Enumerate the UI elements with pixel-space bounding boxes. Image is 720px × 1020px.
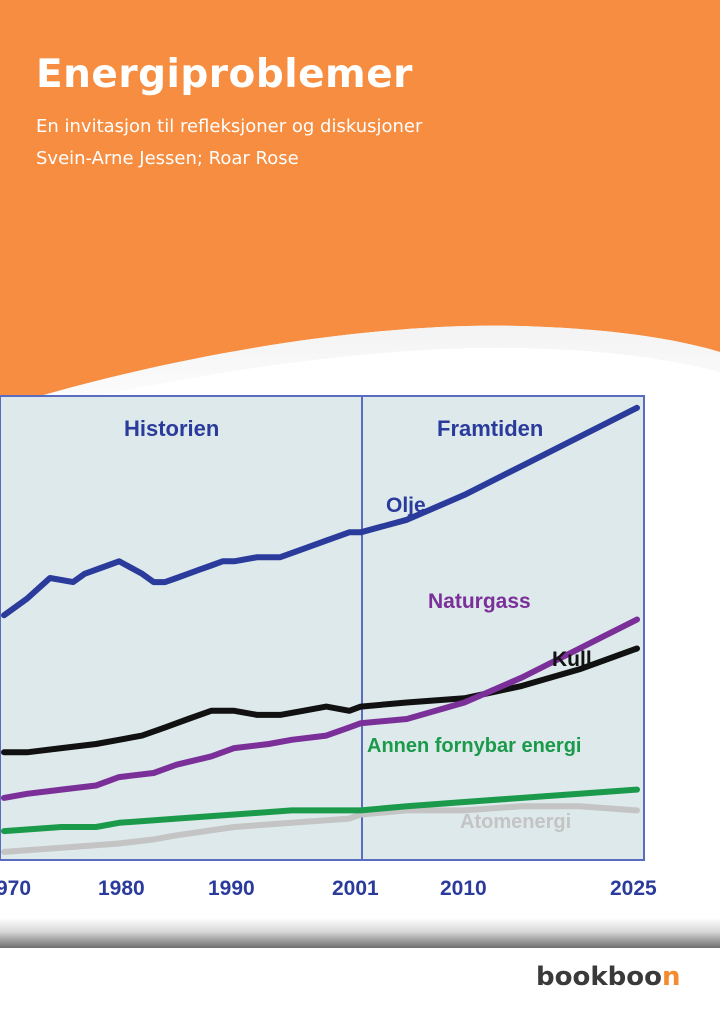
x-tick-label: 1980 (98, 877, 145, 900)
publisher-logo-main: bookboo (536, 962, 662, 992)
series-line-annen-fornybar-energi (1, 786, 640, 835)
book-authors: Svein-Arne Jessen; Roar Rose (36, 148, 299, 169)
series-label-naturgass: Naturgass (428, 590, 531, 613)
x-tick-label: 970 (0, 877, 31, 900)
book-subtitle: En invitasjon til refleksjoner og diskus… (36, 116, 423, 137)
series-line-olje (1, 404, 640, 619)
chart-background (0, 396, 644, 860)
section-historien: Historien (124, 416, 219, 441)
series-label-atom: Atomenergi (460, 811, 571, 833)
series-layer (1, 404, 640, 855)
x-tick-label: 2001 (332, 877, 379, 900)
x-tick-label: 1990 (208, 877, 255, 900)
series-line-naturgass (1, 616, 640, 801)
book-title: Energiproblemer (36, 52, 413, 97)
wave-shade (0, 325, 720, 420)
section-framtiden: Framtiden (437, 416, 543, 441)
chart-frame (0, 395, 645, 861)
series-line-kull (1, 645, 640, 756)
series-label-olje: Olje (386, 494, 426, 517)
x-tick-label: 2010 (440, 877, 487, 900)
publisher-logo-accent: n (661, 962, 681, 992)
series-line-atomenergi (1, 803, 640, 855)
series-label-kull: Kull (552, 648, 592, 671)
publisher-logo: bookboon (536, 962, 680, 992)
series-label-fornybar: Annen fornybar energi (367, 735, 581, 757)
x-tick-label: 2025 (610, 877, 657, 900)
bottom-shadow (0, 918, 720, 948)
